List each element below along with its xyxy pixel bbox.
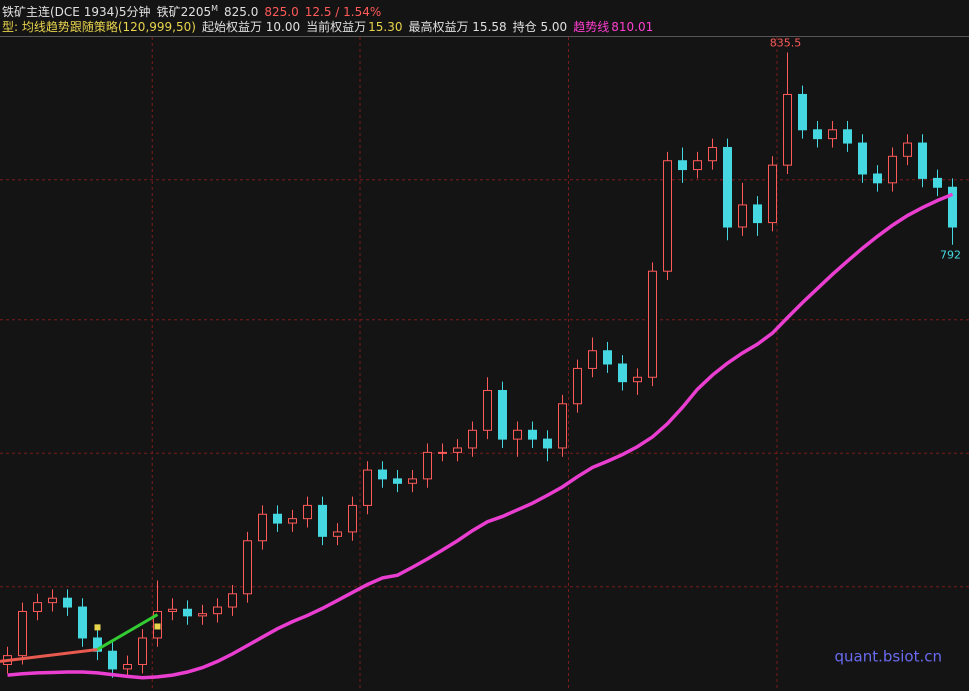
candle-body <box>333 531 342 537</box>
candle-body <box>213 606 222 615</box>
candle-body <box>93 637 102 652</box>
candle-body <box>378 469 387 480</box>
candle-body <box>798 93 807 131</box>
trend-value: 810.01 <box>611 20 654 34</box>
trend-line <box>7 192 954 680</box>
candle-body <box>303 504 312 520</box>
candle-body <box>258 513 267 542</box>
candle-body <box>423 451 432 480</box>
candle-body <box>678 160 687 171</box>
candle-body <box>543 438 552 449</box>
candle-body <box>663 160 672 272</box>
change: 12.5 / 1.54% <box>304 5 382 19</box>
candle-body <box>108 650 117 670</box>
candle-body <box>318 504 327 537</box>
header-line-2: 型: 均线趋势跟随策略(120,999,50) 起始权益万 10.00 当前权益万 1… <box>0 18 969 36</box>
candle-body <box>603 350 612 365</box>
candle-body <box>768 164 777 224</box>
candle-body <box>813 129 822 140</box>
candle-body <box>723 146 732 228</box>
candle-body <box>588 350 597 369</box>
ref-price: 825.0 <box>224 5 259 19</box>
candle-body <box>348 504 357 533</box>
candle-body <box>873 173 882 184</box>
symbol: 铁矿主连(DCE 1934)5分钟 <box>2 5 151 19</box>
candle-body <box>183 608 192 617</box>
trade-line <box>96 613 159 651</box>
header: 铁矿主连(DCE 1934)5分钟 铁矿2205M 825.0 825.0 12.5 /… <box>0 0 969 37</box>
candle-body <box>933 177 942 188</box>
candle-body <box>363 469 372 506</box>
extreme-label: 835.5 <box>770 36 802 49</box>
candle-body <box>453 447 462 453</box>
candle-body <box>63 597 72 608</box>
candle-body <box>693 160 702 171</box>
candle-body <box>438 451 447 454</box>
extreme-label: 792 <box>940 249 961 262</box>
candle-body <box>828 129 837 140</box>
header-line-1: 铁矿主连(DCE 1934)5分钟 铁矿2205M 825.0 825.0 12.5 /… <box>0 0 969 19</box>
candle-body <box>573 367 582 405</box>
candle-body <box>858 142 867 175</box>
candle-body <box>33 602 42 612</box>
candle-body <box>198 613 207 617</box>
trade-line <box>0 647 98 663</box>
candle-body <box>888 155 897 184</box>
candle-body <box>903 142 912 157</box>
candle-body <box>498 390 507 440</box>
candle-body <box>528 429 537 440</box>
candle-body <box>513 429 522 440</box>
candle-body <box>558 403 567 449</box>
watermark: quant.bsiot.cn <box>835 648 942 666</box>
candle-body <box>123 663 132 670</box>
candle-body <box>18 610 27 657</box>
last-price: 825.0 <box>264 5 299 19</box>
candle-body <box>633 376 642 383</box>
current-equity-label: 当前权益万 <box>306 20 367 34</box>
candle-body <box>648 270 657 378</box>
candle-body <box>618 363 627 383</box>
candle-body <box>48 597 57 604</box>
candle-body <box>393 478 402 484</box>
candle-body <box>948 186 957 228</box>
signal-marker <box>154 623 161 630</box>
candle-body <box>483 390 492 431</box>
candle-body <box>273 513 282 524</box>
trend-label: 趋势线 <box>573 20 610 34</box>
candle-body <box>753 204 762 224</box>
candle-body <box>738 204 747 228</box>
candle-body <box>408 478 417 484</box>
candle-body <box>138 637 147 665</box>
candle-body <box>783 93 792 166</box>
candle-body <box>843 129 852 144</box>
contract: 铁矿2205 <box>156 5 212 19</box>
candle-body <box>288 518 297 524</box>
candle-body <box>168 608 177 612</box>
candle-body <box>78 606 87 639</box>
candle-body <box>243 540 252 595</box>
candle-body <box>708 146 717 162</box>
contract-flag: M <box>211 4 219 13</box>
candle-body <box>468 429 477 449</box>
start-equity: 起始权益万 10.00 <box>201 20 301 34</box>
max-equity: 最高权益万 15.58 <box>408 20 507 34</box>
position: 持仓 5.00 <box>512 20 568 34</box>
signal-marker <box>94 624 101 631</box>
candle-body <box>228 593 237 608</box>
strategy: 型: 均线趋势跟随策略(120,999,50) <box>2 20 196 34</box>
candle-body <box>918 142 927 179</box>
current-equity: 15.30 <box>368 20 403 34</box>
